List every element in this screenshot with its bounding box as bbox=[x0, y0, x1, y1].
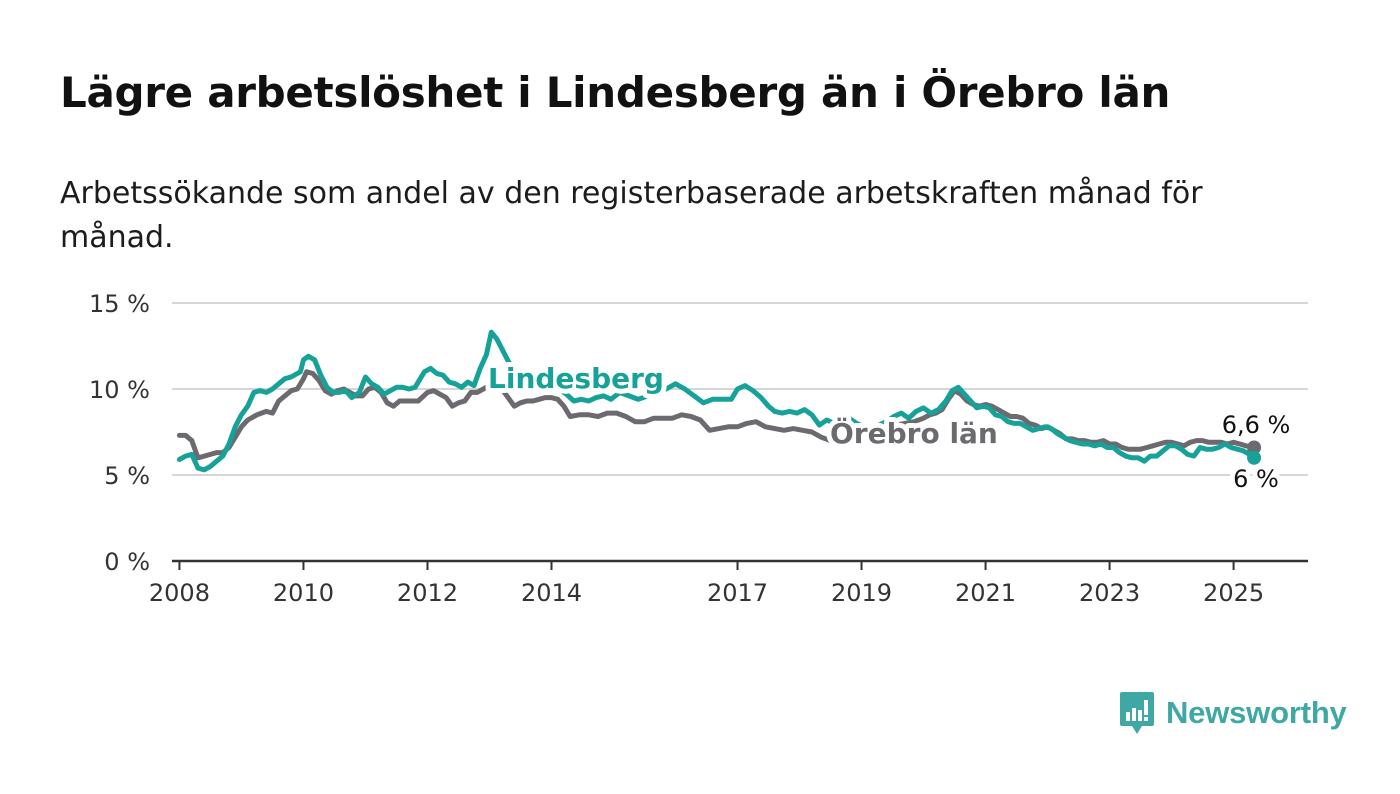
y-tick-label: 15 % bbox=[89, 290, 150, 318]
x-tick-label: 2008 bbox=[149, 579, 210, 607]
x-tick-label: 2010 bbox=[273, 579, 334, 607]
series-name-label-orebro: Örebro län bbox=[830, 416, 998, 450]
newsworthy-chart-bubble-icon bbox=[1120, 692, 1154, 734]
y-tick-label: 5 % bbox=[104, 462, 150, 490]
y-tick-label: 10 % bbox=[89, 376, 150, 404]
x-axis: 2008 2010 2012 2014 2017 2019 2021 2023 2025 bbox=[149, 559, 1308, 607]
series-line-1 bbox=[176, 329, 1257, 473]
series-lines bbox=[176, 329, 1262, 473]
newsworthy-logo-text: Newsworthy bbox=[1166, 695, 1347, 730]
series-end-marker-1 bbox=[1247, 450, 1262, 465]
end-value-label-orebro: 6,6 % bbox=[1222, 411, 1291, 439]
series-name-label-lindesberg: Lindesberg bbox=[488, 362, 664, 395]
x-tick-label: 2014 bbox=[521, 579, 582, 607]
end-value-label-orebro-halo: 6,6 % bbox=[1222, 411, 1291, 439]
end-value-label-lindesberg: 6 % bbox=[1233, 465, 1279, 493]
x-tick-label: 2017 bbox=[707, 579, 768, 607]
series-name-label-lindesberg-halo: Lindesberg bbox=[488, 362, 664, 395]
x-tick-label: 2012 bbox=[397, 579, 458, 607]
x-tick-label: 2019 bbox=[831, 579, 892, 607]
y-axis-tick-labels: 0 % 5 % 10 % 15 % bbox=[89, 290, 150, 576]
chart-title: Lägre arbetslöshet i Lindesberg än i Öre… bbox=[60, 68, 1171, 117]
end-value-label-lindesberg-halo: 6 % bbox=[1233, 465, 1279, 493]
y-tick-label: 0 % bbox=[104, 548, 150, 576]
series-name-label-orebro-halo: Örebro län bbox=[830, 416, 998, 450]
x-tick-label: 2021 bbox=[955, 579, 1016, 607]
series-end-marker-0 bbox=[1247, 440, 1262, 455]
newsworthy-logo: Newsworthy bbox=[1118, 690, 1347, 736]
x-tick-label: 2023 bbox=[1079, 579, 1140, 607]
chart-subtitle: Arbetssökande som andel av den registerb… bbox=[60, 176, 1203, 255]
x-tick-label: 2025 bbox=[1203, 579, 1264, 607]
